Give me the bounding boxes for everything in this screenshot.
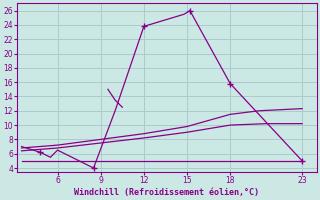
X-axis label: Windchill (Refroidissement éolien,°C): Windchill (Refroidissement éolien,°C) <box>74 188 260 197</box>
